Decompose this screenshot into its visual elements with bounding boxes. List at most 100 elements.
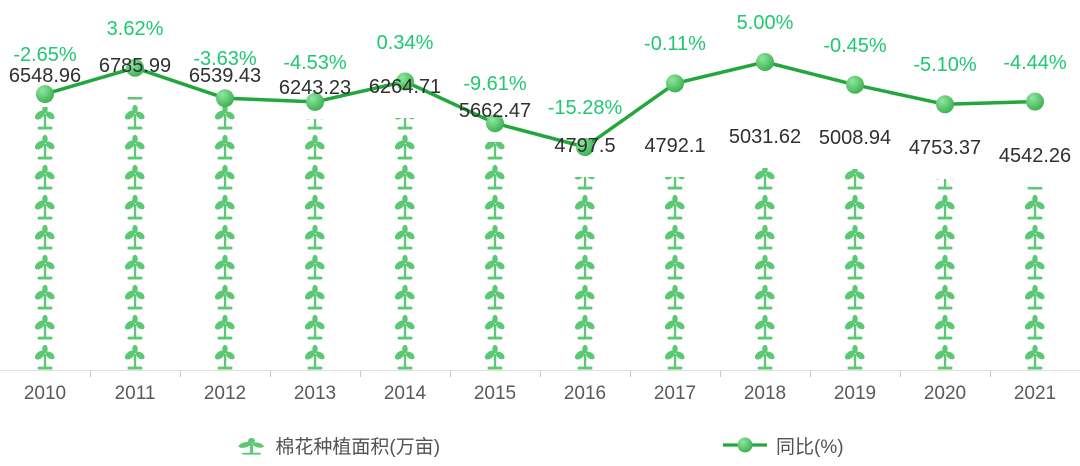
sprout-icon [482,192,508,220]
yoy-dot-2021[interactable] [1026,92,1044,111]
bar-column-2011[interactable] [122,97,148,370]
sprout-icon [212,252,238,280]
sprout-icon [122,282,148,310]
yoy-dot-2010[interactable] [36,85,54,104]
sprout-icon [572,252,598,280]
x-axis-line [0,370,1080,371]
sprout-icon [1022,222,1048,250]
sprout-icon [32,282,58,310]
bar-column-2021[interactable] [1022,187,1048,370]
sprout-icon [212,312,238,340]
line-dot-icon [723,437,768,453]
legend-item-area[interactable]: 棉花种植面积(万亩) [236,432,440,459]
bar-column-2012[interactable] [212,107,238,370]
yoy-dot-2011[interactable] [126,58,144,77]
yoy-dot-2020[interactable] [936,95,954,114]
sprout-icon [212,162,238,190]
sprout-icon [32,312,58,340]
sprout-icon [662,177,688,190]
sprout-icon [302,162,328,190]
pct-label-2011: 3.62% [106,17,164,40]
sprout-icon [932,342,958,370]
pct-label-2014: 0.34% [376,31,434,54]
sprout-icon [122,312,148,340]
sprout-icon [392,312,418,340]
sprout-icon [122,192,148,220]
sprout-icon [32,222,58,250]
bar-column-2014[interactable] [392,118,418,370]
x-axis-tick [360,371,361,377]
x-axis-label-2014: 2014 [383,383,427,404]
bar-column-2015[interactable] [482,142,508,370]
value-label-2017: 4792.1 [644,135,706,157]
sprout-icon [32,342,58,370]
x-axis-label-2013: 2013 [293,383,337,404]
sprout-icon [302,192,328,220]
bar-column-2010[interactable] [32,107,58,370]
sprout-icon [842,312,868,340]
pct-label-2013: -4.53% [283,51,347,74]
sprout-icon [752,168,778,190]
bar-column-2016[interactable] [572,177,598,370]
yoy-dot-2015[interactable] [486,114,504,133]
sprout-icon [932,312,958,340]
sprout-icon [932,282,958,310]
sprout-icon [1022,192,1048,220]
yoy-dot-2018[interactable] [756,53,774,71]
yoy-dot-2013[interactable] [306,92,324,111]
yoy-dot-2019[interactable] [846,75,864,94]
bar-column-2019[interactable] [842,169,868,370]
pct-label-2017: -0.11% [644,33,706,56]
sprout-icon [302,222,328,250]
sprout-icon [572,282,598,310]
sprout-icon [238,437,265,455]
legend: 棉花种植面积(万亩) 同比(%) [0,432,1080,458]
x-axis-label-2012: 2012 [203,383,247,404]
yoy-dot-2017[interactable] [666,74,684,93]
sprout-icon [572,342,598,370]
bar-column-2018[interactable] [752,168,778,370]
x-axis-tick [450,371,451,377]
x-axis-tick [990,371,991,377]
x-axis-tick [720,371,721,377]
pct-label-2010: -2.65% [13,44,77,67]
sprout-icon [212,222,238,250]
sprout-icon [752,222,778,250]
sprout-icon [752,192,778,220]
yoy-dot-2014[interactable] [396,72,414,91]
sprout-icon [752,282,778,310]
x-axis-label-2020: 2020 [923,383,967,404]
x-axis-tick [900,371,901,377]
sprout-icon [212,282,238,310]
sprout-icon [212,192,238,220]
pct-label-2021: -4.44% [1003,51,1067,74]
value-label-2015: 5662.47 [458,100,532,122]
bar-column-2013[interactable] [302,119,328,370]
x-axis-label-2010: 2010 [23,383,67,404]
sprout-icon [392,222,418,250]
legend-item-yoy[interactable]: 同比(%) [722,432,844,459]
sprout-icon [1022,252,1048,280]
sprout-icon [1022,187,1048,190]
sprout-icon [572,312,598,340]
sprout-icon [392,252,418,280]
x-axis-tick [540,371,541,377]
value-label-2021: 4542.26 [998,145,1072,167]
sprout-icon [302,119,328,130]
sprout-icon [1022,312,1048,340]
value-label-2018: 5031.62 [728,126,802,148]
yoy-dot-2016[interactable] [576,138,594,156]
x-axis-tick [810,371,811,377]
x-axis-label-2021: 2021 [1013,383,1057,404]
sprout-icon [482,342,508,370]
value-label-2011: 6785.99 [98,55,172,77]
yoy-dot-2012[interactable] [216,89,234,108]
sprout-icon [752,342,778,370]
x-axis-tick [270,371,271,377]
bar-column-2020[interactable] [932,179,958,370]
bar-column-2017[interactable] [662,177,688,370]
sprout-icon [302,342,328,370]
sprout-icon [752,252,778,280]
pct-label-2019: -0.45% [823,34,887,57]
